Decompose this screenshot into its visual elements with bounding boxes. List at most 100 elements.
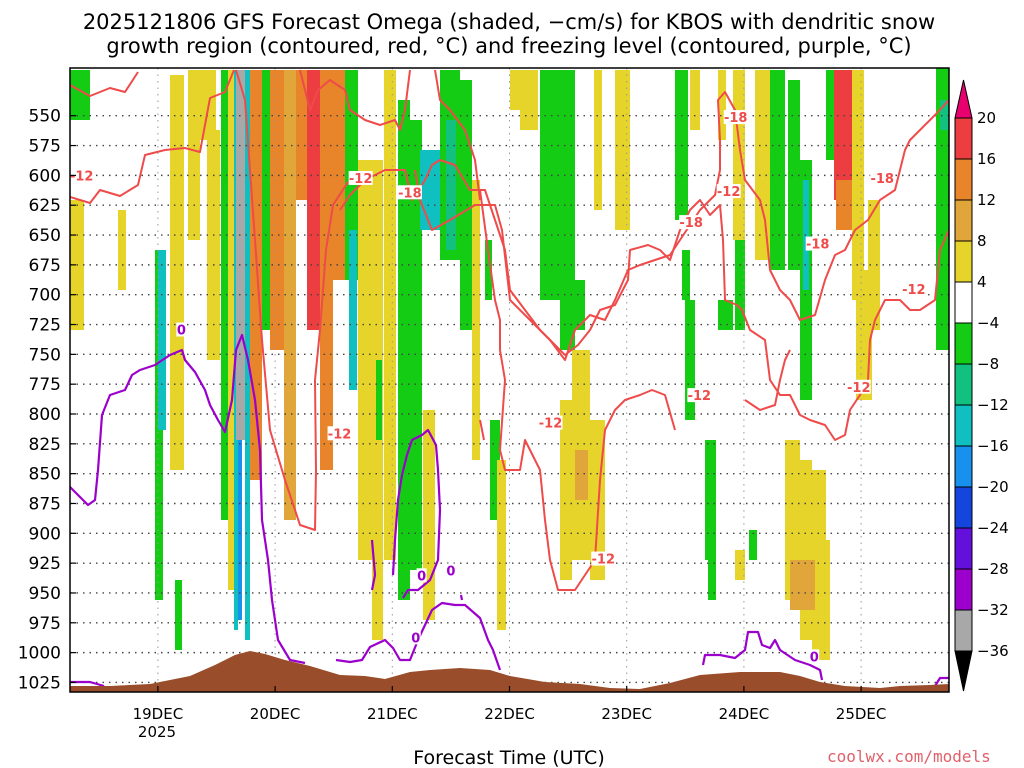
omega-shade-cell: [548, 150, 556, 220]
freezing-contour-label: 0: [411, 631, 420, 646]
omega-shade-cell: [497, 460, 506, 630]
contour-label-background: [723, 110, 748, 125]
colorbar-band: [954, 527, 973, 570]
contour-label-background: [870, 170, 895, 185]
dgz-contour-line: [235, 69, 949, 531]
colorbar-band: [954, 404, 973, 447]
dgz-contour-line: [434, 69, 481, 201]
omega-shade-cell: [868, 200, 880, 330]
omega-shade-cell: [690, 70, 700, 130]
dgz-contour-label: -12: [847, 381, 871, 396]
colorbar-band: [954, 363, 973, 406]
colorbar-tick-label: 20: [977, 109, 996, 127]
omega-shade-cell: [296, 70, 307, 200]
colorbar-tick-label: 16: [977, 150, 996, 168]
contour-label-background: [901, 281, 926, 296]
contour-label-background: [410, 630, 421, 645]
y-axis-pressure-ticks: 550 575 600 625 650 675 700 725 750 775 800 825 850 8…: [18, 107, 76, 693]
colorbar-tick-label: 12: [977, 191, 996, 209]
y-tick-label: 1025: [18, 673, 61, 693]
x-axis-year-label: 2025: [138, 723, 176, 741]
y-tick-label: 625: [29, 196, 61, 216]
dgz-contour-label: -12: [539, 417, 563, 432]
dgz-contour-line: [299, 69, 411, 131]
y-tick-label: 850: [29, 465, 61, 485]
contour-label-layer: -12 -12 -12 -18 -12 -12 -18 -12 -12 -18 -18 -12 -18 -…: [70, 110, 926, 665]
dgz-contour-line: [70, 69, 235, 204]
omega-shade-cell: [788, 80, 800, 270]
omega-shading-layer: [70, 68, 949, 660]
omega-shade-cell: [446, 120, 456, 250]
dgz-contour-label: -12: [70, 170, 94, 185]
omega-shade-cell: [560, 400, 572, 580]
dgz-contour-label: -18: [398, 186, 422, 201]
contour-label-background: [397, 185, 422, 200]
colorbar-band: [954, 609, 973, 652]
omega-shade-cell: [250, 70, 262, 480]
omega-shade-cell: [228, 70, 234, 590]
omega-shade-cell: [70, 70, 90, 120]
omega-shade-cell: [490, 420, 500, 520]
omega-shade-cell: [834, 70, 856, 200]
freezing-contour-label: 0: [446, 564, 455, 579]
colorbar-top-arrow: [954, 79, 973, 119]
y-tick-label: 575: [29, 137, 61, 157]
terrain-surface: [70, 651, 949, 692]
freezing-level-contour-line: [391, 428, 442, 599]
contour-label-background: [679, 215, 704, 230]
dgz-contour-label: -18: [679, 216, 703, 231]
colorbar-band: [954, 281, 973, 324]
dgz-contour-label: -12: [592, 553, 616, 568]
omega-shade-cell: [575, 450, 588, 500]
freezing-level-contour-line: [370, 539, 377, 591]
x-tick-label: 21DEC: [367, 705, 418, 723]
contour-label-background: [846, 379, 871, 394]
omega-shade-cell: [852, 70, 864, 300]
colorbar-tick-label: −32: [977, 601, 1009, 619]
y-tick-label: 750: [29, 345, 61, 365]
x-axis-date-ticks: 19DEC 20DEC 21DEC 22DEC 23DEC 24DEC 25DEC: [133, 686, 886, 723]
omega-shade-cell: [485, 240, 492, 300]
dgz-contour-line: [414, 91, 949, 361]
colorbar-band: [954, 486, 973, 529]
omega-shade-cell: [188, 70, 200, 240]
dgz-contour-label: -12: [902, 283, 926, 298]
omega-shade-cell: [708, 440, 716, 600]
omega-shade-cell: [718, 300, 733, 330]
omega-shade-cell: [575, 280, 585, 330]
omega-shade-cell: [733, 70, 745, 240]
colorbar-tick-label: 4: [977, 273, 987, 291]
x-tick-label: 20DEC: [250, 705, 301, 723]
contour-label-background: [591, 551, 616, 566]
omega-shade-cell: [800, 460, 812, 640]
omega-shade-cell: [755, 70, 770, 260]
colorbar-tick-label: −36: [977, 642, 1009, 660]
omega-shade-cell: [718, 70, 726, 140]
contour-label-background: [70, 168, 94, 183]
omega-shade-cell: [560, 70, 575, 350]
omega-shade-cell: [262, 70, 270, 330]
contour-label-background: [716, 184, 741, 199]
y-tick-label: 675: [29, 256, 61, 276]
omega-shade-cell: [836, 180, 856, 230]
contour-label-background: [327, 426, 352, 441]
y-tick-label: 825: [29, 435, 61, 455]
omega-shade-cell: [376, 360, 382, 440]
freezing-level-contour-line: [934, 676, 949, 687]
y-tick-label: 700: [29, 286, 61, 306]
dgz-contour-line: [70, 71, 139, 97]
y-tick-label: 900: [29, 524, 61, 544]
contour-label-background: [416, 568, 427, 583]
contour-label-background: [805, 236, 830, 251]
omega-shade-cell: [735, 550, 745, 580]
freezing-level-contour-layer: [70, 333, 949, 688]
y-tick-label: 600: [29, 166, 61, 186]
omega-shade-cell: [460, 80, 472, 330]
omega-shade-cell: [333, 70, 345, 280]
omega-shade-cell: [158, 250, 166, 430]
colorbar-tick-label: −16: [977, 437, 1009, 455]
omega-shade-cell: [284, 70, 296, 520]
colorbar-band: [954, 117, 973, 160]
freezing-level-contour-line: [70, 680, 105, 688]
colorbar-band: [954, 240, 973, 283]
